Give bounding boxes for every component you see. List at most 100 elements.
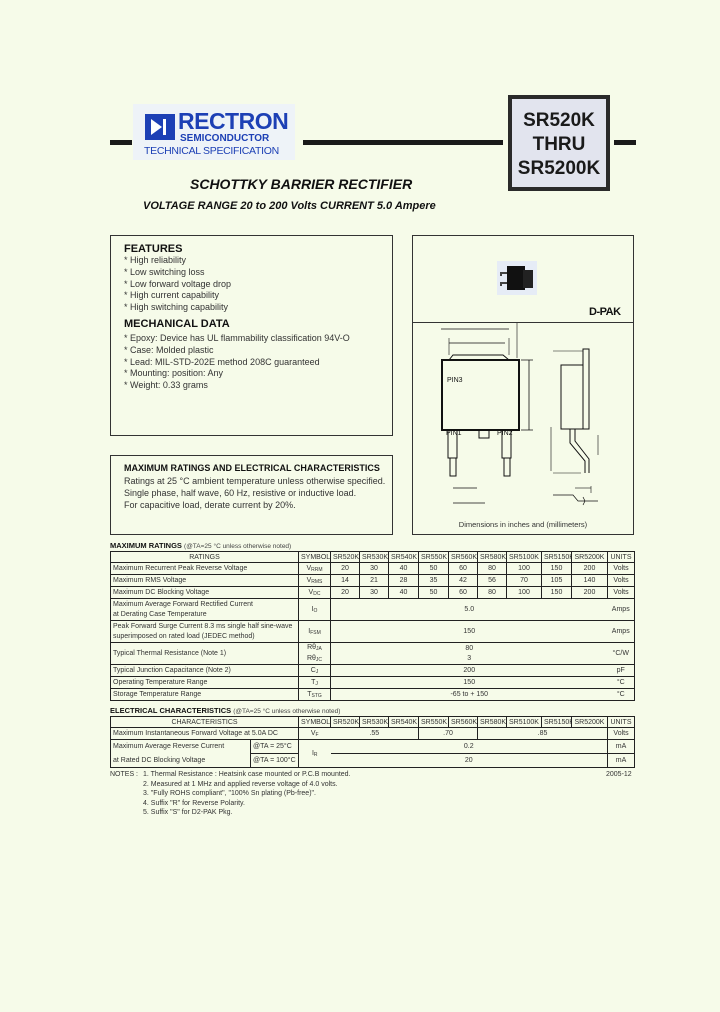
symbol-cell: TJ bbox=[298, 676, 331, 689]
symbol-cell: IO bbox=[298, 598, 331, 621]
symbol-sub: JA bbox=[316, 646, 322, 653]
row-label-line: Peak Forward Surge Current 8.3 ms single… bbox=[113, 622, 293, 630]
mechanical-item: * Weight: 0.33 grams bbox=[124, 380, 208, 391]
value-cell: 100 bbox=[506, 586, 542, 599]
rectron-logo-icon bbox=[145, 114, 175, 140]
max-ratings-title-text: MAXIMUM RATINGS bbox=[110, 541, 182, 550]
symbol: Rθ bbox=[307, 644, 317, 652]
header-cell: SYMBOL bbox=[298, 716, 331, 728]
package-name: D-PAK bbox=[589, 306, 621, 318]
row-label-line: superimposed on rated load (JEDEC method… bbox=[113, 632, 255, 640]
row-label: Maximum Average Reverse Current bbox=[110, 739, 251, 754]
row-label: Storage Temperature Range bbox=[110, 688, 299, 701]
table-row: Maximum Recurrent Peak Reverse Voltage VR… bbox=[110, 562, 635, 575]
electrical-title-text: ELECTRICAL CHARACTERISTICS bbox=[110, 706, 232, 715]
table-row: Typical Junction Capacitance (Note 2) CJ 2… bbox=[110, 664, 635, 677]
value-cell: 150 bbox=[330, 620, 608, 643]
package-outline-drawing bbox=[441, 323, 599, 506]
feature-item: * High reliability bbox=[124, 255, 187, 265]
header-cell: SR520K bbox=[330, 551, 360, 563]
electrical-condition: (@TA=25 °C unless otherwise noted) bbox=[233, 708, 341, 715]
unit-cell: pF bbox=[607, 664, 635, 677]
header-cell: SR550K bbox=[418, 551, 449, 563]
unit-cell: mA bbox=[607, 753, 635, 768]
symbol-sub: RRM bbox=[311, 566, 323, 573]
value-cell: 60 bbox=[448, 562, 478, 575]
symbol: V bbox=[306, 564, 312, 572]
value-cell: 80 bbox=[330, 642, 608, 654]
features-heading: FEATURES bbox=[124, 243, 183, 255]
symbol-cell: IFSM bbox=[298, 620, 331, 643]
condition-cell: @TA = 100°C bbox=[250, 753, 299, 768]
value-cell: 35 bbox=[418, 574, 449, 587]
part-range-box: SR520K THRU SR5200K bbox=[508, 95, 610, 191]
electrical-table: CHARACTERISTICS SYMBOL SR520K SR530K SR5… bbox=[110, 716, 635, 768]
symbol-sub: R bbox=[313, 751, 318, 758]
part-thru: THRU bbox=[532, 134, 586, 155]
note-item: 5. Suffix "S" for D2-PAK Pkg. bbox=[143, 809, 233, 816]
value-cell: 50 bbox=[418, 562, 449, 575]
max-ratings-table: RATINGS SYMBOL SR520K SR530K SR540K SR550K SR5… bbox=[110, 551, 635, 701]
mechanical-item: * Mounting: position: Any bbox=[124, 368, 224, 379]
unit-cell: Amps bbox=[607, 620, 635, 643]
unit-cell: Volts bbox=[607, 574, 635, 587]
symbol: I bbox=[308, 627, 311, 635]
symbol-cell: IR bbox=[298, 739, 331, 768]
ratings-note-line: Ratings at 25 °C ambient temperature unl… bbox=[124, 476, 386, 486]
note-item: 2. Measured at 1 MHz and applied reverse… bbox=[143, 780, 338, 788]
package-photo bbox=[497, 261, 537, 295]
symbol-cell: CJ bbox=[298, 664, 331, 677]
logo-sub: SEMICONDUCTOR bbox=[180, 133, 270, 144]
value-cell: 30 bbox=[359, 562, 389, 575]
symbol: I bbox=[311, 749, 314, 757]
ratings-note-lines: Ratings at 25 °C ambient temperature unl… bbox=[124, 476, 392, 511]
value-cell: 20 bbox=[330, 753, 608, 768]
header-cell: SR540K bbox=[388, 551, 419, 563]
header-cell: SYMBOL bbox=[298, 551, 331, 563]
row-label-line: Operating Temperature Range bbox=[113, 678, 208, 686]
value-cell: 0.2 bbox=[330, 739, 608, 754]
table-row: Maximum Average Reverse Current @TA = 25… bbox=[110, 739, 635, 768]
unit-cell: °C bbox=[607, 676, 635, 689]
header-cell: SR5100K bbox=[506, 716, 542, 728]
value-cell: 20 bbox=[330, 586, 360, 599]
symbol: C bbox=[310, 666, 316, 674]
value-cell: 60 bbox=[448, 586, 478, 599]
feature-item: * Low forward voltage drop bbox=[124, 278, 232, 289]
package-caption: Dimensions in inches and (millimeters) bbox=[458, 520, 588, 529]
ratings-note-line: Single phase, half wave, 60 Hz, resistiv… bbox=[124, 487, 357, 498]
value-cell: .55 bbox=[330, 727, 419, 740]
symbol-cell: TSTG bbox=[298, 688, 331, 701]
pin3-label: PIN3 bbox=[447, 377, 463, 384]
header-cell: UNITS bbox=[607, 716, 635, 728]
notes-list: 1. Thermal Resistance : Heatsink case mo… bbox=[143, 770, 351, 818]
header-cell: SR520K bbox=[330, 716, 360, 728]
row-label-line: at Derating Case Temperature bbox=[113, 610, 207, 618]
symbol-cell: RθJC bbox=[298, 653, 331, 665]
max-ratings-condition: (@TA=25 °C unless otherwise noted) bbox=[184, 543, 292, 550]
header-cell: SR580K bbox=[477, 551, 507, 563]
value-cell: 200 bbox=[571, 586, 608, 599]
ratings-note-box: MAXIMUM RATINGS AND ELECTRICAL CHARACTER… bbox=[110, 455, 393, 535]
mechanical-item: * Case: Molded plastic bbox=[124, 344, 214, 355]
pin1-label: PIN1 bbox=[446, 430, 462, 437]
unit-cell: Volts bbox=[607, 562, 635, 575]
header-cell: SR560K bbox=[448, 551, 478, 563]
header-rule-right bbox=[614, 140, 636, 145]
mechanical-list: * Epoxy: Device has UL flammability clas… bbox=[124, 333, 392, 392]
package-divider bbox=[413, 322, 633, 323]
header-cell: CHARACTERISTICS bbox=[110, 716, 299, 728]
symbol: T bbox=[311, 678, 316, 686]
row-label: Maximum RMS Voltage bbox=[110, 574, 299, 587]
row-label-line: Storage Temperature Range bbox=[113, 690, 202, 698]
table-header-row: CHARACTERISTICS SYMBOL SR520K SR530K SR5… bbox=[110, 716, 635, 728]
ratings-note-line: For capacitive load, derate current by 2… bbox=[124, 499, 296, 510]
symbol: I bbox=[311, 605, 314, 613]
header-rule-left bbox=[110, 140, 132, 145]
table-row: Maximum Average Forward Rectified Curren… bbox=[110, 598, 635, 621]
value-cell: -65 to + 150 bbox=[330, 688, 608, 701]
symbol-sub: J bbox=[315, 668, 319, 675]
unit-cell: Amps bbox=[607, 598, 635, 621]
row-label: Maximum Recurrent Peak Reverse Voltage bbox=[110, 562, 299, 575]
max-ratings-title: MAXIMUM RATINGS (@TA=25 °C unless otherw… bbox=[110, 541, 291, 550]
